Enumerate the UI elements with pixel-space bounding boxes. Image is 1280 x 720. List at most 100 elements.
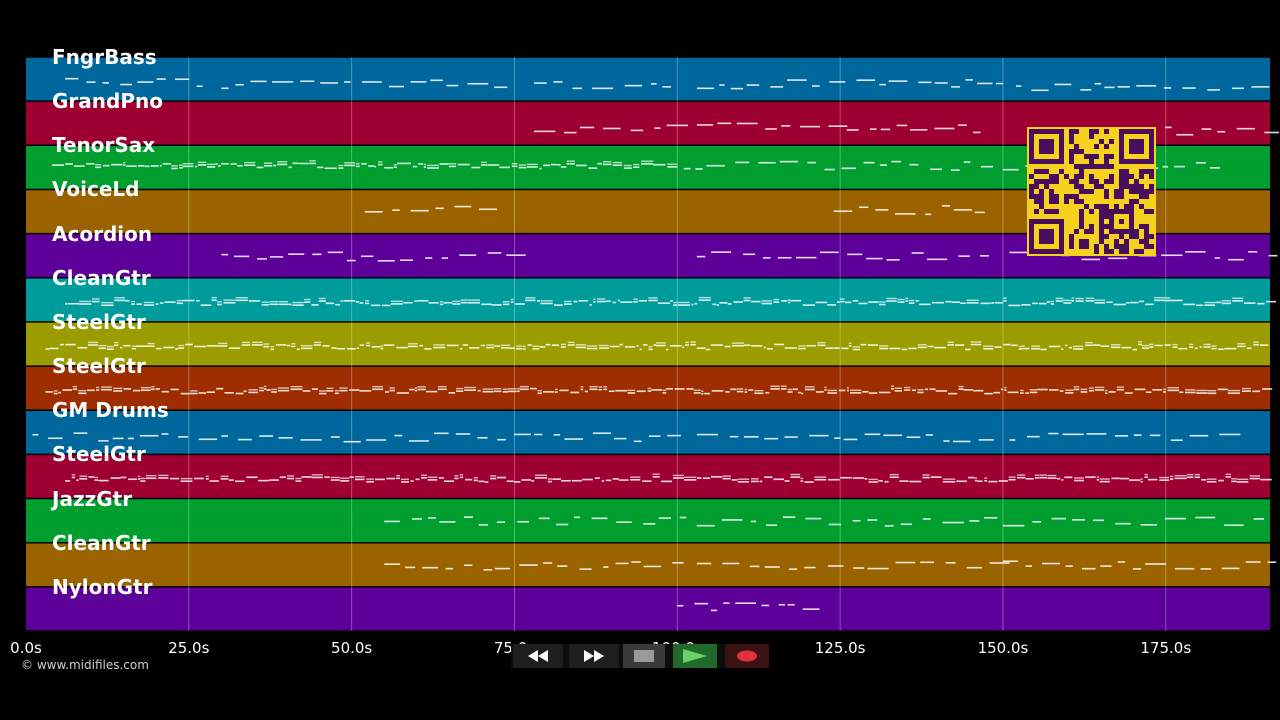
note <box>698 299 711 302</box>
note <box>197 161 207 164</box>
note <box>648 299 658 302</box>
note <box>507 390 517 393</box>
play-button[interactable] <box>673 644 717 668</box>
note <box>1231 87 1244 90</box>
note <box>483 569 493 571</box>
note <box>643 523 656 525</box>
note <box>123 388 132 390</box>
note <box>848 342 852 344</box>
note <box>723 602 730 604</box>
note <box>425 257 433 259</box>
note <box>159 302 164 304</box>
note <box>421 474 427 476</box>
note <box>391 300 403 303</box>
transport-controls <box>511 644 769 668</box>
note <box>824 386 827 389</box>
note <box>1062 433 1084 436</box>
note <box>710 609 718 612</box>
note <box>1046 301 1051 303</box>
note <box>812 85 820 87</box>
note <box>507 388 517 390</box>
note <box>1094 386 1105 389</box>
note <box>761 302 773 305</box>
record-button[interactable] <box>725 644 769 668</box>
fast-forward-button[interactable] <box>569 644 619 668</box>
note <box>415 478 420 481</box>
note <box>1164 126 1172 129</box>
note <box>235 297 248 299</box>
note <box>59 343 64 346</box>
note <box>469 347 480 349</box>
note <box>1075 300 1084 302</box>
note <box>338 164 344 167</box>
note <box>1065 565 1073 567</box>
note <box>271 391 278 393</box>
note <box>561 479 571 482</box>
note <box>1073 388 1080 391</box>
note <box>496 521 506 523</box>
stop-button[interactable] <box>623 644 665 668</box>
note <box>362 81 382 83</box>
note <box>551 344 559 346</box>
note <box>846 389 849 392</box>
note <box>1117 561 1126 563</box>
note <box>925 434 934 436</box>
note <box>311 476 323 479</box>
note <box>824 389 827 391</box>
note <box>446 344 459 347</box>
note <box>983 348 994 350</box>
note <box>787 603 795 606</box>
note <box>263 345 270 348</box>
note <box>922 476 930 479</box>
note <box>120 476 127 479</box>
note <box>951 301 960 303</box>
note <box>380 345 384 347</box>
note <box>602 161 612 163</box>
note <box>443 480 455 483</box>
track-label: CleanGtr <box>52 530 151 555</box>
note <box>974 211 985 214</box>
note <box>1003 300 1007 302</box>
note <box>347 347 356 350</box>
note <box>941 205 951 207</box>
note <box>361 163 367 165</box>
note <box>560 343 567 346</box>
note <box>324 476 330 478</box>
note <box>908 299 915 302</box>
note <box>744 344 751 347</box>
note <box>534 474 548 476</box>
note <box>159 164 162 167</box>
note <box>575 346 587 349</box>
note <box>569 160 575 162</box>
note <box>518 164 527 166</box>
note <box>1081 567 1096 570</box>
note <box>1184 389 1196 391</box>
note <box>540 300 553 302</box>
note <box>1138 300 1145 303</box>
note <box>779 160 799 163</box>
note <box>592 87 614 90</box>
note <box>96 386 100 389</box>
note <box>502 301 510 303</box>
note <box>773 298 780 301</box>
track-band <box>26 321 1270 367</box>
note <box>897 298 905 301</box>
note <box>427 517 436 519</box>
note <box>368 165 374 167</box>
note <box>924 388 929 391</box>
note <box>598 347 609 349</box>
note <box>494 86 508 89</box>
rewind-button[interactable] <box>513 644 563 668</box>
note <box>179 166 183 169</box>
note <box>615 389 628 392</box>
note <box>1011 344 1018 347</box>
note <box>1253 518 1265 520</box>
note <box>110 477 121 479</box>
note <box>300 80 315 83</box>
track-label: VoiceLd <box>52 177 140 202</box>
note <box>1267 561 1277 563</box>
note <box>792 388 798 391</box>
note <box>459 474 464 476</box>
note <box>545 343 551 346</box>
note <box>378 163 383 166</box>
